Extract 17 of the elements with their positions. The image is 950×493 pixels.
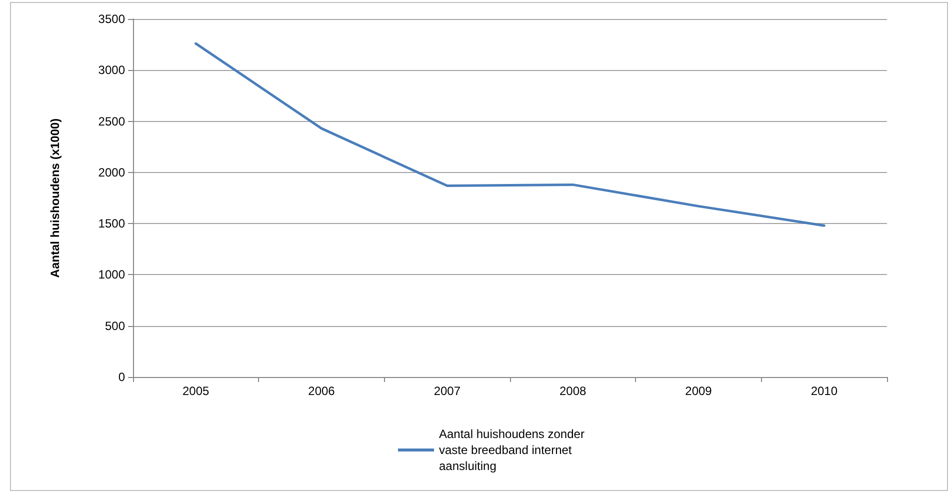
y-tick-label: 1000 xyxy=(98,268,126,282)
x-tick-label: 2009 xyxy=(685,384,712,398)
y-tick-label: 2500 xyxy=(98,114,126,128)
x-tick-label: 2006 xyxy=(308,384,336,398)
legend-label: Aantal huishoudens zonder vaste breedband internet aansluiting xyxy=(439,427,588,473)
y-axis-title: Aantal huishoudens (x1000) xyxy=(48,118,62,278)
y-tick-label: 3000 xyxy=(98,63,126,78)
y-tick-label: 2000 xyxy=(98,165,126,180)
y-tick-label: 0 xyxy=(118,370,126,384)
x-tick-label: 2008 xyxy=(559,384,587,398)
y-tick-label: 1500 xyxy=(98,216,126,231)
line-series xyxy=(194,42,826,227)
x-tick-label: 2007 xyxy=(434,384,461,398)
x-tick-label: 2010 xyxy=(810,384,838,398)
x-tick-label: 2005 xyxy=(182,384,210,398)
y-tick-label: 3500 xyxy=(98,12,126,26)
y-tick-label: 500 xyxy=(104,318,126,333)
